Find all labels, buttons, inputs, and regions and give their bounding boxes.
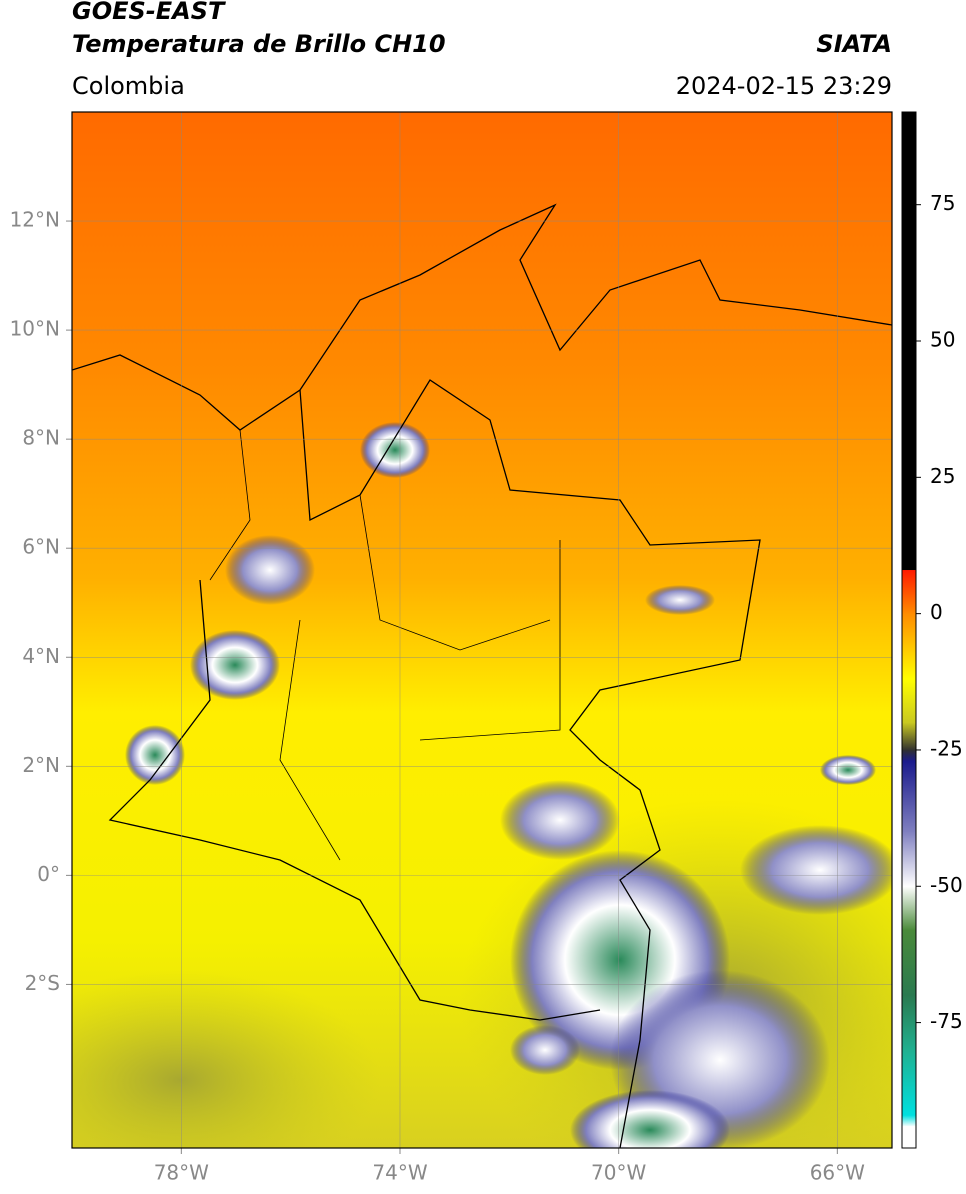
y-tick-label: 12°N — [10, 208, 60, 232]
colorbar-segment — [902, 570, 916, 615]
colorbar: 75 50 25 0 -25 -50 -75 — [902, 112, 963, 1149]
y-tick-label: 0° — [37, 862, 60, 886]
colorbar-segment — [902, 995, 916, 1051]
colorbar-segment — [902, 831, 916, 887]
y-tick-label: 2°S — [25, 971, 60, 995]
y-tick-label: 10°N — [10, 317, 60, 341]
datetime: 2024-02-15 23:29 — [676, 72, 892, 100]
x-tick-label: 66°W — [810, 1161, 865, 1185]
colorbar-segment — [902, 929, 916, 996]
colorbar-tick-label: -25 — [930, 736, 963, 760]
colorbar-tick-label: -50 — [930, 873, 963, 897]
colorbar-tick-label: 25 — [930, 464, 955, 488]
colorbar-segment — [902, 749, 916, 762]
grid: 78°W 74°W 70°W 66°W 12°N 10°N 8°N 6°N 4°N 2°N 0° 2°… — [10, 112, 892, 1185]
map-image — [72, 112, 892, 1148]
title: GOES-EAST — [72, 0, 226, 25]
y-tick-label: 8°N — [22, 426, 60, 450]
colorbar-frame — [901, 111, 917, 1149]
colorbar-segment — [902, 112, 916, 571]
x-tick-label: 78°W — [154, 1161, 209, 1185]
colorbar-segment — [902, 1126, 916, 1149]
source: SIATA — [816, 30, 892, 58]
subtitle: Temperatura de Brillo CH10 — [72, 30, 446, 58]
region: Colombia — [72, 72, 185, 100]
y-tick-label: 2°N — [22, 753, 60, 777]
colorbar-segment — [902, 679, 916, 724]
y-tick-label: 4°N — [22, 644, 60, 668]
colorbar-segment — [902, 613, 916, 680]
x-tick-label: 70°W — [591, 1161, 646, 1185]
map-frame — [71, 111, 893, 1149]
colorbar-segment — [902, 886, 916, 931]
x-tick-label: 74°W — [372, 1161, 427, 1185]
colorbar-segment — [902, 1115, 916, 1127]
colorbar-tick-label: -75 — [930, 1009, 963, 1033]
colorbar-segment — [902, 1049, 916, 1116]
colorbar-tick-label: 75 — [930, 191, 955, 215]
colorbar-segment — [902, 760, 916, 833]
colorbar-tick-label: 0 — [930, 600, 943, 624]
y-tick-label: 6°N — [22, 535, 60, 559]
colorbar-tick-label: 50 — [930, 328, 955, 352]
colorbar-segment — [902, 722, 916, 751]
